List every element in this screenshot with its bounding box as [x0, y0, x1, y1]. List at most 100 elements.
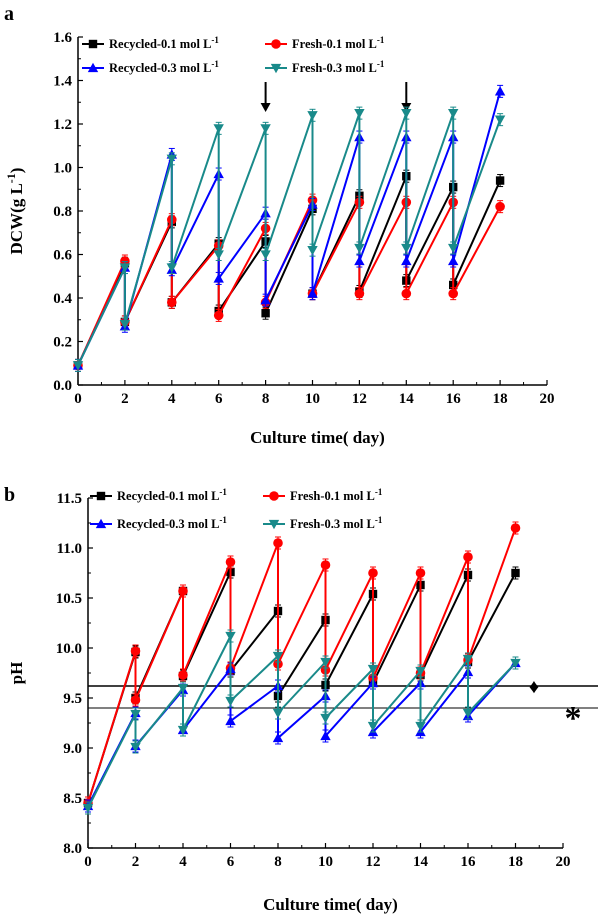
- data-point: [510, 658, 521, 669]
- series-line: [87, 527, 517, 804]
- x-tick-label: 2: [121, 391, 129, 407]
- data-point: [130, 709, 141, 720]
- data-point: [401, 243, 412, 254]
- data-point: [119, 319, 131, 330]
- x-tick-label: 2: [132, 854, 140, 870]
- data-point: [307, 288, 318, 298]
- chart-panel-a: a 0 2 4 6 8 10 12 14 16 18 20 0.0 0.2 0.4 0.6 0.8 1.0 1.2 1…: [4, 3, 555, 447]
- data-point: [177, 683, 189, 694]
- x-tick-label: 20: [540, 391, 555, 407]
- data-point: [166, 154, 177, 164]
- legend-label: Fresh-0.3 mol L-1: [290, 515, 383, 531]
- x-axis-title: Culture time( day): [250, 428, 385, 447]
- legend-marker: [271, 39, 281, 49]
- data-point: [415, 666, 426, 677]
- data-point: [225, 557, 236, 567]
- data-point: [495, 176, 505, 185]
- series-0: [73, 169, 505, 372]
- series-line: [87, 662, 517, 807]
- x-tick-label: 14: [413, 854, 429, 870]
- arrow-head: [260, 103, 271, 112]
- x-tick-label: 18: [508, 854, 523, 870]
- y-tick-label: 10.5: [56, 591, 82, 607]
- legend-marker: [87, 62, 99, 73]
- data-point: [225, 631, 236, 642]
- series-line: [77, 175, 502, 366]
- data-point: [213, 310, 224, 321]
- legend-marker: [95, 518, 107, 529]
- y-axis-title: pH: [7, 662, 26, 685]
- legend-item: Fresh-0.3 mol L-1: [263, 515, 383, 531]
- data-point: [273, 538, 283, 548]
- y-tick-label: 1.6: [53, 30, 72, 46]
- legend-marker: [269, 491, 279, 501]
- legend: Recycled-0.1 mol L-1 Fresh-0.1 mol L-1 Rec…: [82, 35, 385, 75]
- series-3: [72, 106, 506, 372]
- x-tick-label: 8: [262, 391, 270, 407]
- panel-label: b: [4, 484, 15, 506]
- x-tick-label: 6: [227, 854, 235, 870]
- legend-label: Fresh-0.3 mol L-1: [292, 59, 385, 75]
- legend-item: Fresh-0.3 mol L-1: [265, 59, 385, 75]
- legend-label: Recycled-0.1 mol L-1: [109, 35, 219, 51]
- data-point: [354, 288, 365, 299]
- x-tick-label: 4: [168, 391, 176, 407]
- y-axis-title-exponent: -1: [4, 173, 18, 183]
- y-tick-label: 0.4: [53, 291, 72, 307]
- data-point: [415, 568, 426, 578]
- legend-label: Fresh-0.1 mol L-1: [292, 35, 385, 51]
- x-tick-label: 14: [399, 391, 415, 407]
- data-point: [320, 560, 331, 570]
- reference-marker: ♦: [529, 676, 539, 698]
- data-point: [494, 86, 506, 96]
- data-point: [119, 263, 131, 273]
- y-tick-label: 8.5: [63, 791, 82, 807]
- data-point: [462, 654, 474, 665]
- x-tick-label: 18: [493, 391, 508, 407]
- series-line: [77, 91, 502, 366]
- data-point: [272, 651, 284, 662]
- x-tick-label: 8: [274, 854, 282, 870]
- y-tick-label: 0.8: [53, 204, 72, 220]
- x-axis-title: Culture time( day): [263, 895, 398, 914]
- y-tick-label: 0.2: [53, 335, 72, 351]
- data-point: [320, 730, 331, 741]
- data-point: [130, 742, 141, 753]
- legend-label-exponent: -1: [211, 35, 219, 45]
- data-point: [272, 708, 284, 719]
- panel-label: a: [4, 3, 14, 25]
- y-axis-title-close: ): [7, 168, 26, 174]
- series-line: [87, 635, 517, 809]
- y-tick-label: 11.5: [57, 491, 82, 507]
- legend-item: Fresh-0.1 mol L-1: [265, 35, 385, 51]
- legend-marker: [270, 63, 282, 74]
- legend-label: Recycled-0.3 mol L-1: [117, 515, 227, 531]
- data-point: [213, 273, 224, 283]
- data-point: [177, 725, 189, 736]
- data-point: [72, 361, 84, 371]
- data-point: [354, 243, 365, 254]
- legend: Recycled-0.1 mol L-1 Fresh-0.1 mol L-1 Rec…: [90, 487, 383, 531]
- legend-item: Recycled-0.3 mol L-1: [90, 515, 227, 531]
- data-point: [130, 646, 141, 656]
- data-point: [260, 294, 271, 305]
- data-point: [225, 715, 236, 726]
- x-tick-label: 6: [215, 391, 223, 407]
- data-point: [260, 250, 271, 260]
- y-tick-label: 1.4: [53, 74, 72, 90]
- data-point: [178, 670, 188, 680]
- data-point: [213, 250, 224, 260]
- data-point: [130, 695, 141, 705]
- data-point: [320, 713, 331, 724]
- x-tick-label: 4: [179, 854, 187, 870]
- data-point: [367, 664, 379, 675]
- x-tick-label: 10: [305, 391, 320, 407]
- chart-panel-b: b 0 2 4 6 8 10 12 14 16 18 20 8.0 8.5 9.0 9.5 10.0 10.5 11…: [4, 484, 598, 914]
- legend-item: Recycled-0.1 mol L-1: [90, 487, 227, 503]
- data-point: [166, 263, 177, 273]
- data-point: [494, 115, 506, 125]
- data-point: [367, 721, 379, 732]
- series-3: [82, 629, 521, 815]
- data-point: [511, 568, 520, 578]
